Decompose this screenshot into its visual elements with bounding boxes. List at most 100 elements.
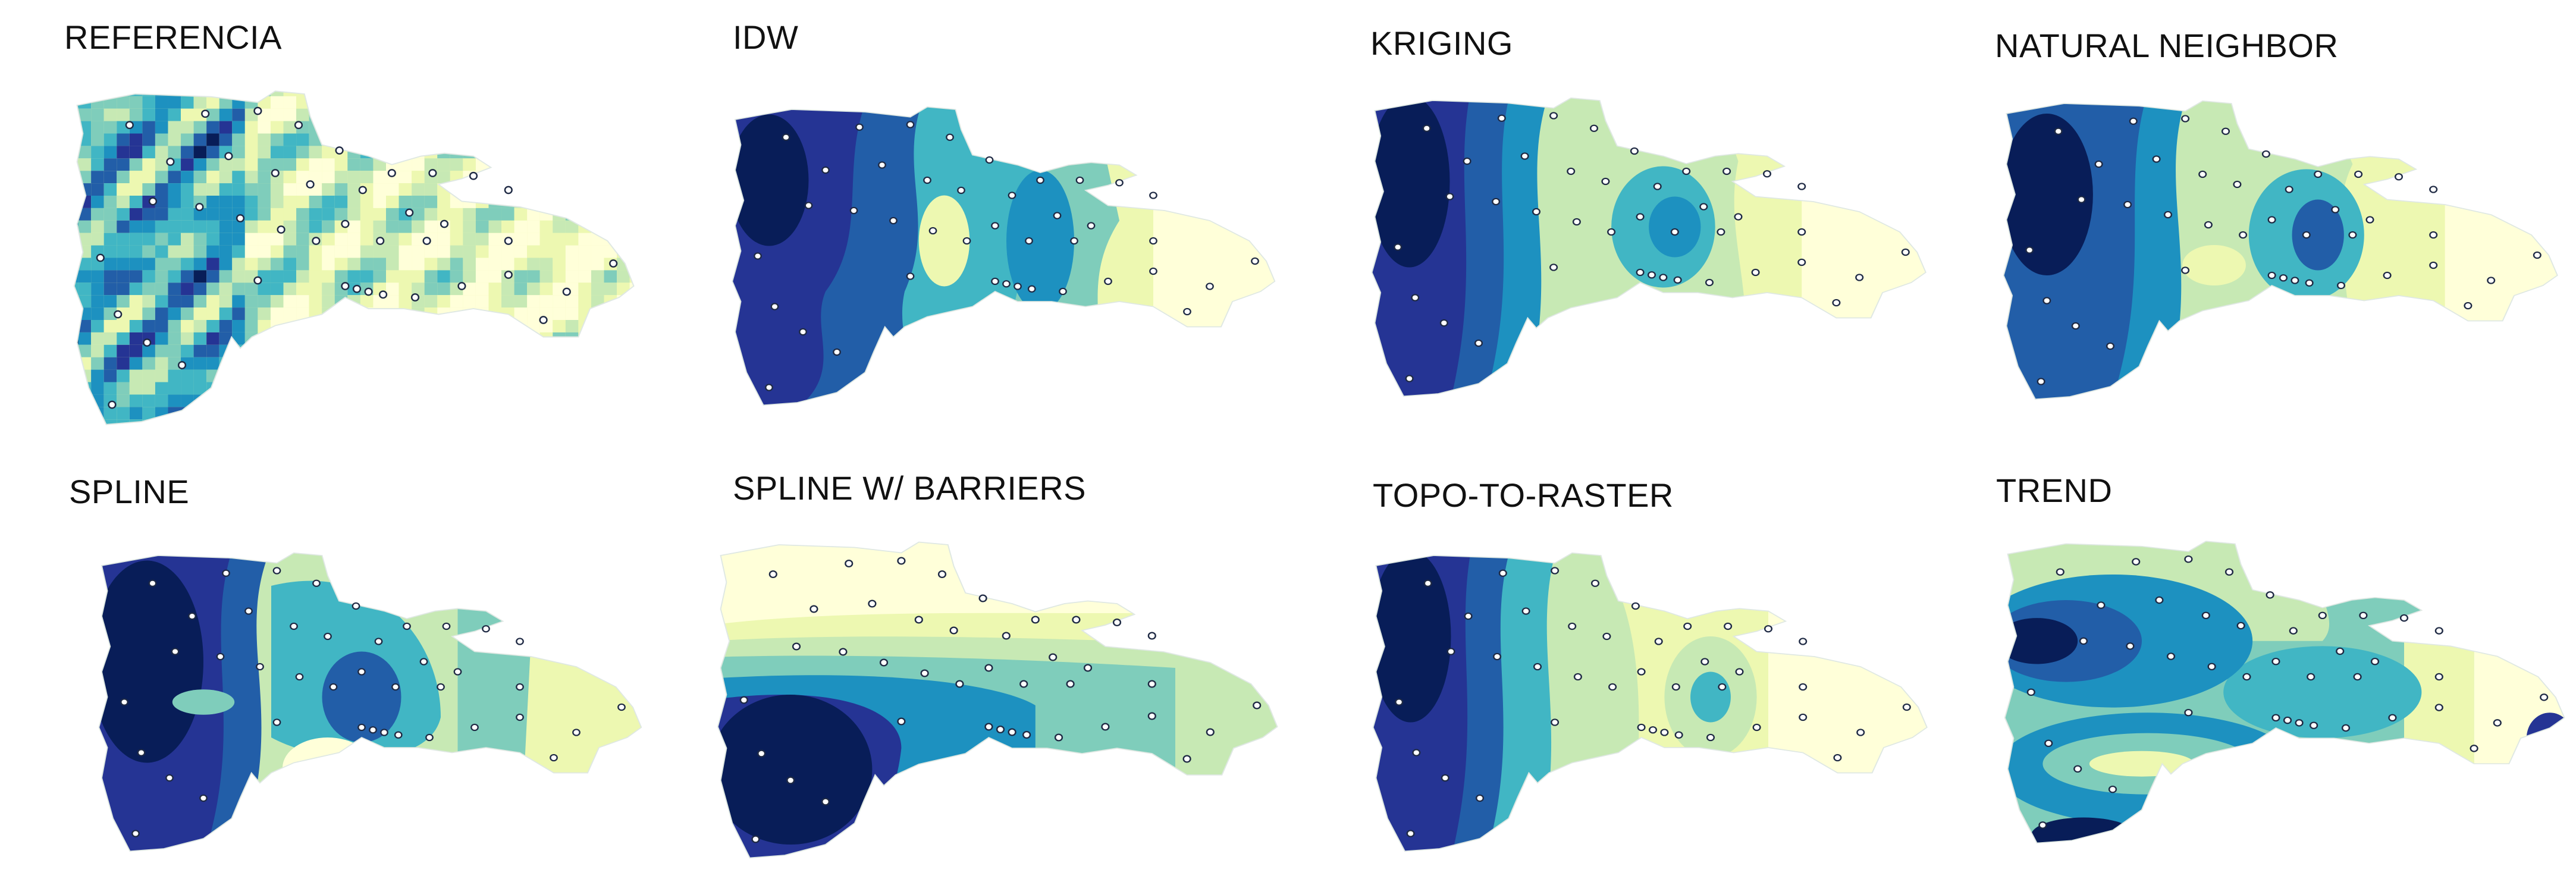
raster-cell [91, 146, 104, 159]
station-marker [171, 648, 180, 655]
raster-cell [91, 71, 104, 84]
raster-cell [129, 196, 143, 208]
station-marker [1059, 287, 1067, 296]
contour-zone [322, 651, 401, 743]
raster-cell [309, 158, 322, 171]
station-marker [195, 203, 204, 211]
raster-cell [142, 270, 155, 283]
station-marker [376, 237, 385, 245]
station-marker [2266, 591, 2274, 599]
station-marker [1008, 728, 1016, 736]
station-marker [1087, 222, 1096, 230]
station-marker [2108, 785, 2117, 793]
raster-cell [334, 394, 348, 407]
raster-cell [181, 283, 194, 296]
raster-cell [604, 196, 617, 208]
station-marker [2037, 378, 2045, 385]
raster-cell [629, 295, 634, 308]
raster-cell [296, 369, 309, 382]
raster-cell [283, 146, 297, 159]
raster-cell [270, 96, 284, 109]
raster-cell [347, 133, 360, 146]
raster-cell [117, 369, 130, 382]
raster-cell [322, 158, 335, 171]
raster-cell [117, 419, 130, 425]
raster-cell [629, 91, 634, 96]
raster-cell [553, 158, 566, 171]
station-marker [1394, 243, 1402, 251]
raster-cell [168, 91, 181, 96]
raster-cell [527, 183, 540, 196]
raster-cell [578, 91, 591, 96]
raster-cell [206, 196, 219, 208]
raster-cell [194, 432, 207, 444]
station-marker [2184, 555, 2193, 563]
raster-cell [373, 419, 386, 425]
station-marker [1901, 248, 1910, 256]
raster-cell [155, 183, 168, 196]
raster-cell [91, 233, 104, 246]
raster-cell [322, 332, 335, 345]
station-marker [839, 648, 848, 656]
raster-cell [334, 183, 348, 196]
raster-cell [578, 357, 591, 370]
raster-cell [74, 91, 79, 96]
raster-cell [360, 407, 374, 420]
raster-cell [412, 121, 425, 134]
raster-cell [527, 108, 540, 121]
raster-cell [604, 270, 617, 283]
panel-title: SPLINE [69, 473, 190, 510]
station-marker [1532, 208, 1541, 216]
raster-cell [129, 295, 143, 308]
station-marker [453, 668, 462, 676]
raster-cell [270, 146, 284, 159]
raster-cell [206, 295, 219, 308]
raster-cell [424, 146, 438, 159]
raster-cell [117, 146, 130, 159]
station-marker [125, 121, 134, 130]
raster-cell [232, 357, 245, 370]
raster-cell [399, 382, 412, 395]
raster-cell [244, 220, 258, 233]
raster-cell [347, 394, 360, 407]
station-marker [2198, 170, 2207, 178]
raster-cell [463, 332, 476, 345]
raster-cell [617, 344, 630, 357]
raster-cell [74, 394, 79, 407]
raster-cell [219, 283, 233, 296]
raster-cell [193, 407, 207, 420]
raster-cell [450, 233, 463, 246]
station-marker [352, 284, 362, 293]
raster-cell [437, 344, 450, 357]
station-marker [833, 348, 841, 356]
raster-cell [488, 96, 502, 109]
panel-referencia: REFERENCIA [0, 0, 644, 452]
raster-cell [270, 394, 284, 407]
station-marker [1608, 683, 1617, 691]
raster-cell [399, 121, 412, 134]
raster-cell [591, 133, 604, 146]
raster-cell [193, 220, 207, 233]
raster-cell [373, 320, 386, 332]
raster-cell [565, 320, 579, 332]
raster-cell [142, 121, 155, 134]
raster-cell [527, 171, 540, 184]
station-marker [2181, 115, 2190, 123]
raster-cell [386, 407, 399, 420]
raster-cell [283, 357, 297, 370]
raster-cell [437, 208, 450, 221]
raster-cell [501, 432, 514, 444]
station-marker [2271, 714, 2280, 722]
raster-cell [565, 121, 579, 134]
raster-cell [334, 419, 348, 425]
raster-cell [206, 320, 219, 332]
station-marker [2224, 568, 2234, 576]
raster-cell [283, 171, 297, 184]
raster-cell [78, 320, 92, 332]
station-marker [1206, 283, 1214, 290]
raster-cell [168, 121, 181, 134]
raster-cell [103, 171, 117, 184]
raster-cell [617, 332, 630, 345]
raster-cell [103, 258, 117, 271]
raster-cell [103, 419, 117, 425]
